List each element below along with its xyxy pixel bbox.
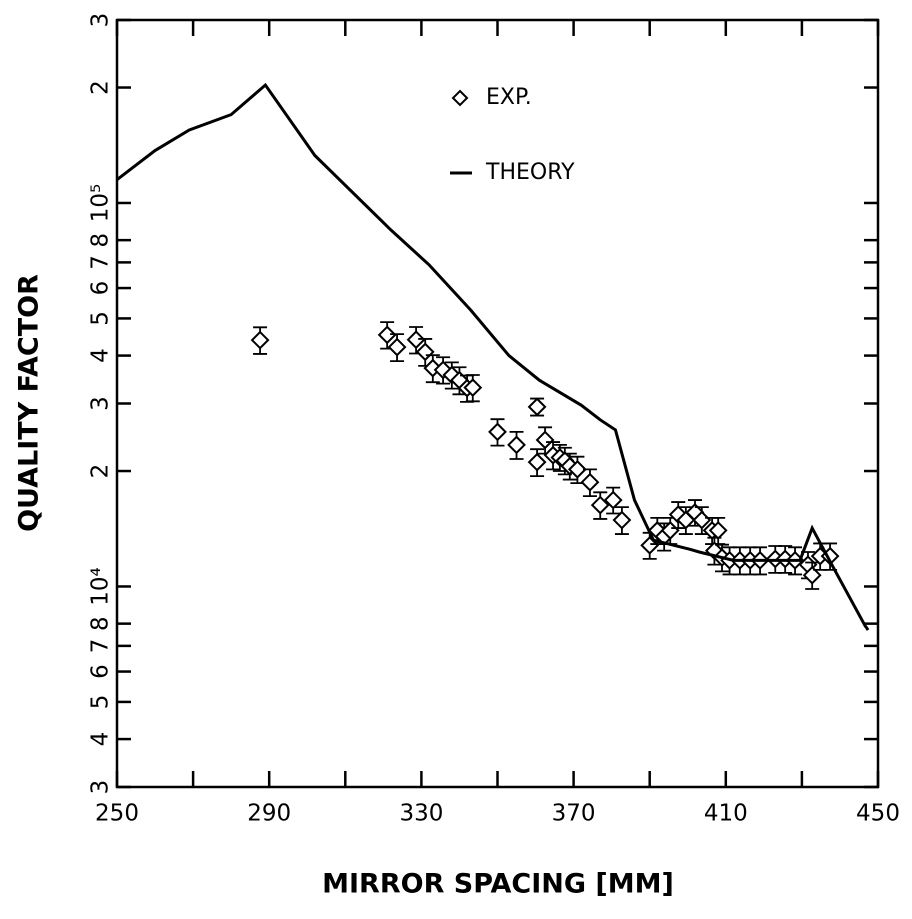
x-tick-label: 370 (552, 801, 596, 827)
data-point (406, 330, 426, 350)
y-tick-label: 6 (88, 281, 114, 296)
y-tick-label: 3 (88, 396, 114, 411)
data-point (590, 495, 610, 515)
y-tick-label: 2 (88, 80, 114, 95)
data-point (567, 459, 587, 479)
data-point (488, 422, 507, 442)
y-axis-title: QUALITY FACTOR (14, 274, 45, 532)
y-tick-label: 3 (88, 13, 114, 28)
y-tick-label: 8 (88, 616, 114, 631)
data-point (580, 472, 600, 492)
legend-marker (451, 89, 469, 107)
data-point (802, 565, 822, 585)
data-point (527, 397, 547, 417)
y-tick-label: 5 (88, 695, 114, 710)
x-tick-label: 410 (704, 801, 748, 827)
x-axis-title: MIRROR SPACING [MM] (322, 869, 674, 900)
y-tick-label: 10⁴ (88, 567, 114, 606)
data-point (387, 337, 407, 357)
data-point (433, 360, 453, 380)
y-tick-label: 3 (88, 780, 114, 795)
x-tick-label: 250 (95, 801, 139, 827)
data-point (377, 325, 397, 345)
data-point (250, 330, 270, 350)
data-point (507, 435, 526, 455)
y-tick-label: 5 (88, 311, 114, 326)
y-tick-label: 7 (88, 255, 114, 270)
theory-line (116, 82, 870, 631)
legend-label: THEORY (485, 160, 575, 185)
x-tick-label: 450 (856, 801, 900, 827)
y-tick-label: 2 (88, 464, 114, 479)
x-tick-label: 290 (247, 801, 291, 827)
legend-label: EXP. (486, 85, 532, 110)
y-tick-label: 8 (88, 233, 114, 248)
y-tick-label: 10⁵ (88, 184, 114, 223)
y-tick-label: 6 (88, 664, 114, 679)
data-point (603, 490, 623, 510)
data-point (415, 342, 435, 362)
y-tick-label: 4 (88, 732, 114, 747)
x-tick-label: 330 (399, 801, 443, 827)
data-point (612, 510, 632, 530)
y-tick-label: 4 (88, 348, 114, 363)
plot-frame (115, 18, 880, 789)
y-tick-label: 7 (88, 639, 114, 654)
data-point (442, 365, 462, 385)
data-point (527, 452, 547, 472)
data-point (463, 378, 483, 398)
data-point (535, 430, 555, 450)
